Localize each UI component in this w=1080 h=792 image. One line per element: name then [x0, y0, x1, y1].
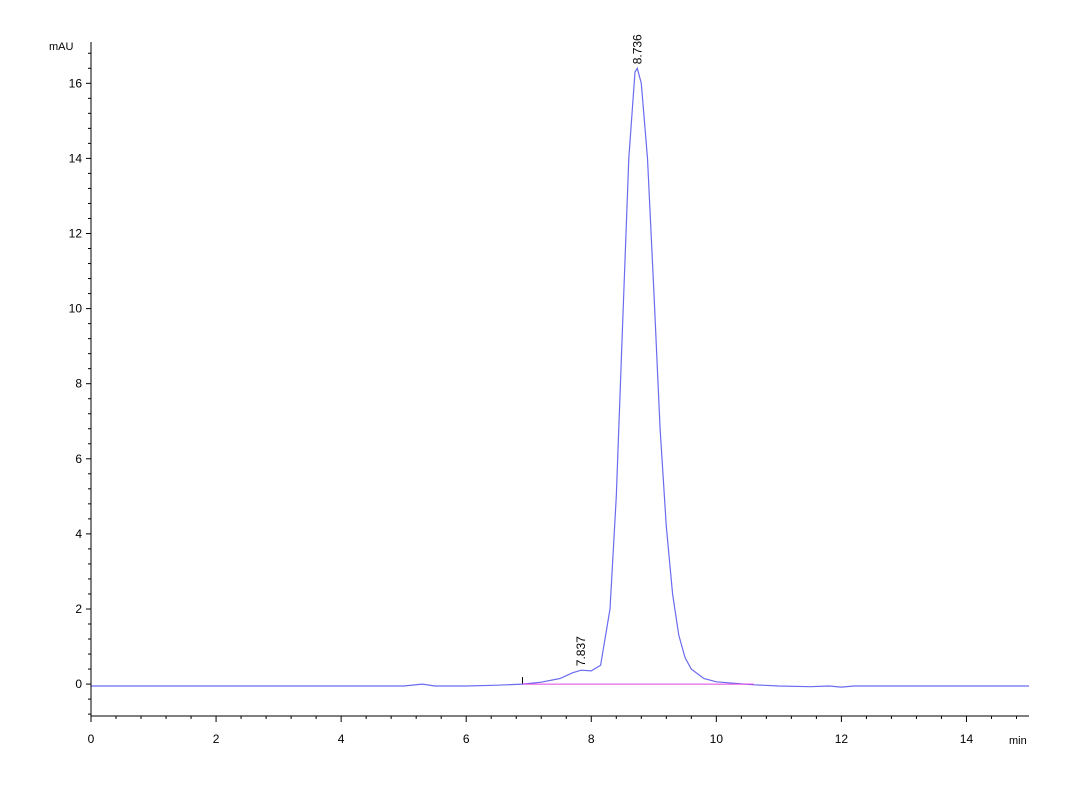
x-tick-label: 8	[588, 732, 595, 746]
x-tick-label: 10	[710, 732, 724, 746]
x-tick-label: 4	[338, 732, 345, 746]
peak-label: 8.736	[630, 34, 644, 64]
y-axis-label: mAU	[49, 41, 74, 53]
signal-line	[91, 66, 1029, 688]
y-tick-label: 16	[69, 76, 83, 90]
peak-label: 7.837	[574, 636, 588, 666]
x-tick-label: 12	[835, 732, 849, 746]
y-tick-label: 4	[75, 527, 82, 541]
y-axis-ticks: 0 2 4 6 8 10 12 14 16	[69, 52, 91, 715]
peak-labels: 7.837 8.736	[574, 34, 644, 666]
y-tick-label: 0	[75, 677, 82, 691]
y-tick-label: 10	[69, 302, 83, 316]
y-tick-label: 14	[69, 151, 83, 165]
x-axis-ticks: 0 2 4 6 8 10 12 14	[88, 716, 1017, 746]
x-tick-label: 14	[960, 732, 974, 746]
y-tick-label: 2	[75, 602, 82, 616]
x-tick-label: 6	[463, 732, 470, 746]
y-tick-label: 12	[69, 226, 83, 240]
y-tick-label: 8	[75, 377, 82, 391]
x-tick-label: 2	[213, 732, 220, 746]
x-tick-label: 0	[88, 732, 95, 746]
x-axis-label: min	[1009, 735, 1027, 747]
y-tick-label: 6	[75, 452, 82, 466]
